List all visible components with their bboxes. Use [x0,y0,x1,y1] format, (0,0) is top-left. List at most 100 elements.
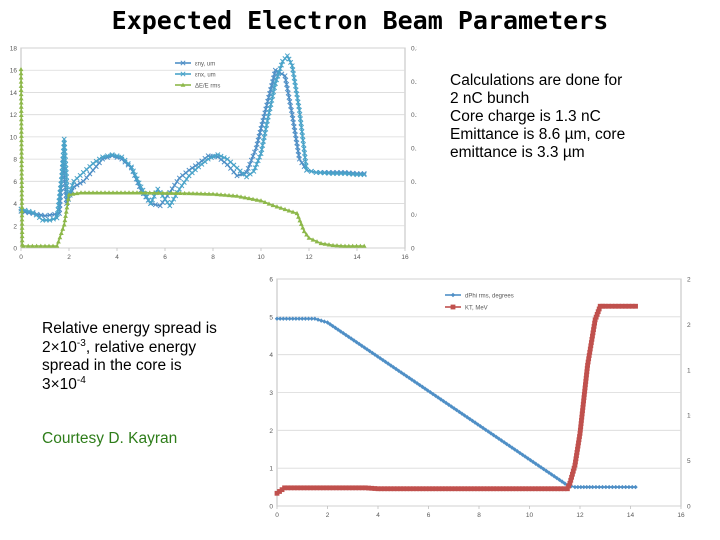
data-point [301,146,307,152]
note-line: emittance is 3.3 µm [450,144,585,161]
data-point [579,417,584,423]
data-point [584,366,590,371]
data-point [544,468,549,474]
data-point [314,239,320,244]
data-point [468,486,474,492]
data-point [595,309,601,315]
data-point [296,103,302,109]
data-point [423,486,429,492]
data-point [504,441,509,447]
data-point [297,218,303,223]
data-point [210,191,216,196]
y-tick-label: 4 [13,201,17,208]
data-point [283,77,289,83]
data-point [488,431,494,436]
data-point [301,485,307,491]
data-point [300,137,306,143]
data-point [291,124,297,130]
data-point [247,161,253,167]
data-point [619,303,625,309]
data-point [573,456,579,462]
data-point [317,485,323,491]
data-point [523,486,529,492]
data-point [110,190,116,195]
courtesy-credit: Courtesy D. Kayran [42,430,178,447]
data-point [162,196,168,202]
data-point [253,145,259,151]
data-point [138,190,144,195]
data-point [18,75,24,80]
data-point [388,363,393,368]
data-point [443,400,449,406]
data-point [94,190,100,195]
data-point [254,141,260,147]
data-point [581,395,587,401]
data-point [520,486,525,492]
data-point [285,90,291,96]
data-point [294,140,300,146]
data-point [198,191,204,196]
data-point [61,144,67,150]
data-point [626,484,632,490]
data-point [19,125,24,130]
data-point [303,163,309,169]
data-point [63,213,68,218]
data-point [180,60,186,66]
data-point [50,216,56,222]
data-point [109,152,115,158]
data-point [295,148,301,154]
data-point [312,316,318,321]
data-point [575,443,581,449]
y-tick-label: 0 [13,246,17,253]
data-point [275,73,281,79]
data-point [548,486,554,492]
data-point [570,468,576,474]
data-point [503,486,509,492]
data-point [296,152,302,158]
data-point [350,243,356,248]
data-point [21,243,26,248]
data-point [341,331,346,336]
data-point [151,193,157,199]
data-point [279,71,285,77]
data-point [134,190,140,195]
data-point [318,240,324,246]
data-point [206,191,212,196]
data-point [63,170,69,176]
data-point [176,186,182,192]
data-point [333,325,338,331]
data-point [496,436,502,441]
data-point [19,204,25,209]
data-point [542,486,548,492]
data-point [609,303,615,309]
data-point [59,169,65,175]
data-point [234,193,240,198]
x-tick-label: 16 [401,254,409,261]
data-point [449,404,454,409]
data-point [266,110,272,116]
note-line: Core charge is 1.3 nC [450,108,601,125]
data-point [591,323,597,329]
legend-label: εny, um [195,62,215,68]
data-point [252,165,258,171]
data-point [57,190,63,196]
data-point [64,182,70,188]
data-point [536,463,541,468]
data-point [25,243,31,248]
data-point [270,75,277,81]
data-point [18,83,24,88]
data-point [590,484,595,490]
data-point [42,213,48,219]
data-point [578,421,584,427]
data-point [58,181,64,187]
y-tick-label: 12 [10,112,18,119]
data-point [322,241,328,246]
data-point [410,486,416,492]
data-point [74,190,80,196]
y2-tick-label: 0.3 [411,46,417,53]
y2-tick-label: 10 [687,413,691,420]
data-point [62,149,68,155]
data-point [297,111,303,118]
data-point [568,477,574,483]
y-tick-label: 0 [269,504,273,511]
